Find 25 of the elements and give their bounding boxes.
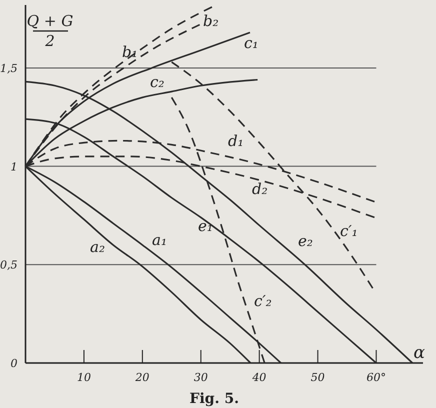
series-label: d₁	[228, 132, 244, 150]
x-tick-label: 50	[310, 371, 325, 384]
y-tick-label: 0,5	[0, 258, 18, 272]
series-label: c₂	[150, 73, 164, 91]
series-label: e₂	[298, 232, 313, 250]
caption: Fig. 5.	[190, 391, 239, 407]
x-tick-label: 60°	[366, 371, 386, 384]
series-label: a₁	[152, 231, 167, 249]
x-tick-label: 40	[251, 371, 266, 384]
x-tick-label: 20	[134, 371, 150, 384]
series-label: b₁	[122, 43, 138, 61]
y-tick-label: 1	[10, 160, 18, 174]
x-tick-label: 30	[194, 371, 208, 384]
series-label: c′₁	[340, 222, 358, 240]
x-axis-title: α	[414, 343, 426, 363]
series-label: c′₂	[254, 292, 272, 310]
series-label: b₂	[203, 12, 219, 30]
y-axis-title: Q + G 2	[26, 12, 74, 50]
series-label: c₁	[244, 34, 258, 52]
series-label: d₂	[252, 180, 268, 198]
x-tick-label: 10	[76, 371, 91, 384]
y-tick-label: 1,5	[0, 62, 18, 75]
y-tick-label: 0	[10, 357, 18, 370]
series-label: e₁	[198, 217, 213, 235]
series-label: a₂	[90, 238, 105, 256]
